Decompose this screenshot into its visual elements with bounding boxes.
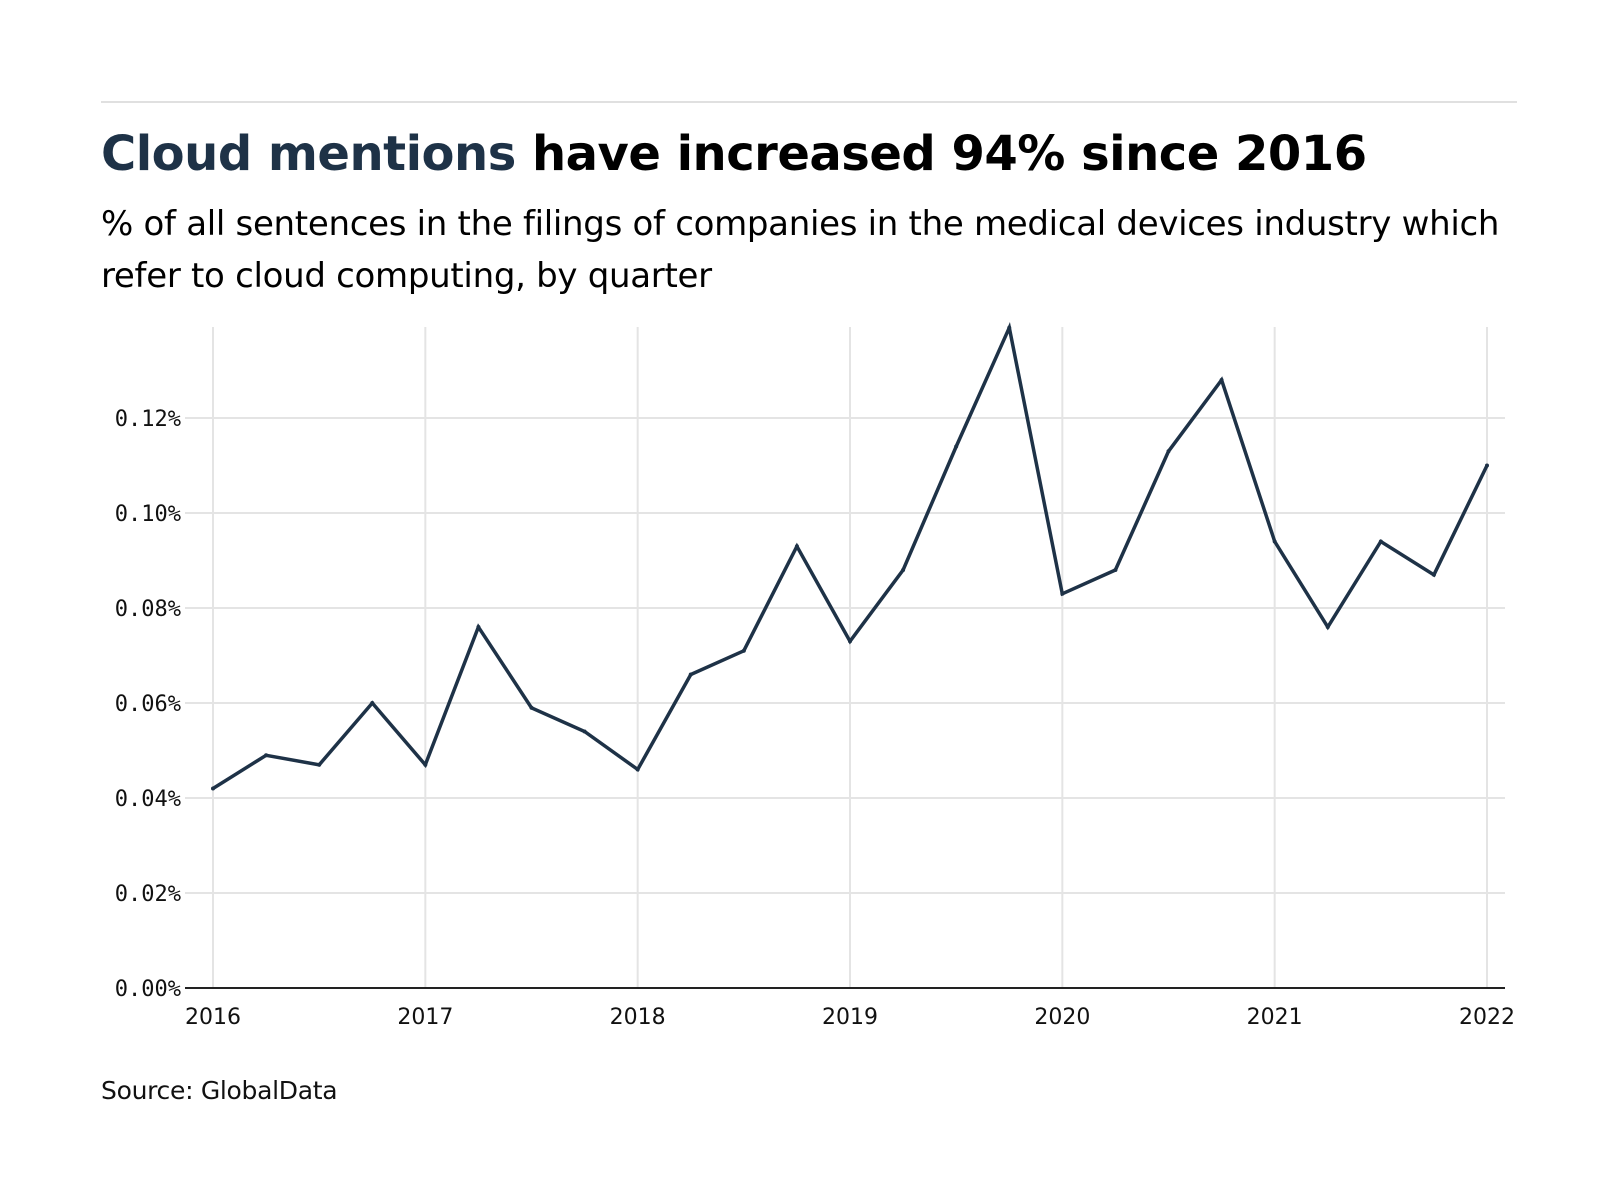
data-point-2019-q2	[901, 568, 906, 572]
data-point-2016-q3	[317, 762, 322, 767]
y-tick-label: 0.04%	[115, 787, 181, 812]
grid-lines	[185, 327, 1505, 988]
x-tick-label: 2022	[1459, 1005, 1515, 1030]
data-point-2016-q1	[211, 786, 215, 791]
data-point-2022-q1	[1485, 463, 1489, 468]
y-tick-label: 0.12%	[115, 407, 181, 432]
title-highlight: Cloud mentions	[101, 126, 516, 182]
data-point-2021-q2	[1325, 625, 1330, 629]
data-point-2017-q4	[582, 729, 587, 734]
x-tick-label: 2017	[397, 1005, 453, 1030]
y-tick-label: 0.10%	[115, 502, 181, 527]
data-point-2020-q4	[1219, 378, 1224, 382]
title-rest: have increased 94% since 2016	[515, 126, 1367, 182]
data-point-2021-q1	[1272, 539, 1277, 544]
data-points	[211, 325, 1489, 791]
data-point-2016-q2	[264, 753, 269, 758]
x-tick-label: 2016	[185, 1005, 241, 1030]
source-note: Source: GlobalData	[101, 1076, 338, 1105]
y-tick-label: 0.08%	[115, 597, 181, 622]
data-point-2021-q4	[1431, 572, 1436, 577]
data-point-2018-q2	[688, 672, 693, 677]
data-point-2020-q2	[1113, 568, 1118, 572]
data-point-2017-q3	[529, 705, 534, 710]
y-tick-label: 0.02%	[115, 882, 181, 907]
data-point-2016-q4	[370, 701, 375, 705]
data-point-2020-q3	[1166, 449, 1171, 454]
chart-subtitle: % of all sentences in the filings of com…	[101, 204, 1500, 296]
x-axis-ticks: 2016 2017 2018 2019 2020 2021 2022	[185, 1005, 1515, 1030]
data-point-2019-q3	[954, 444, 959, 449]
chart-title: Cloud mentions have increased 94% since …	[101, 126, 1367, 182]
data-point-2018-q4	[794, 544, 799, 549]
x-tick-label: 2018	[610, 1005, 666, 1030]
data-point-2017-q2	[476, 625, 481, 629]
data-point-2019-q4	[1007, 325, 1012, 330]
y-axis-ticks: 0.00% 0.02% 0.04% 0.06% 0.08% 0.10% 0.12%	[115, 407, 181, 1002]
data-point-2018-q1	[635, 767, 640, 772]
x-tick-label: 2020	[1034, 1005, 1090, 1030]
x-tick-label: 2021	[1247, 1005, 1303, 1030]
y-tick-label: 0.06%	[115, 692, 181, 717]
data-point-2020-q1	[1060, 591, 1065, 596]
data-point-2019-q1	[848, 639, 852, 644]
data-point-2018-q3	[741, 648, 746, 653]
y-tick-label: 0.00%	[115, 977, 181, 1002]
data-point-2017-q1	[423, 762, 428, 767]
x-tick-label: 2019	[822, 1005, 878, 1030]
data-point-2021-q3	[1378, 539, 1383, 544]
top-divider	[101, 101, 1517, 103]
